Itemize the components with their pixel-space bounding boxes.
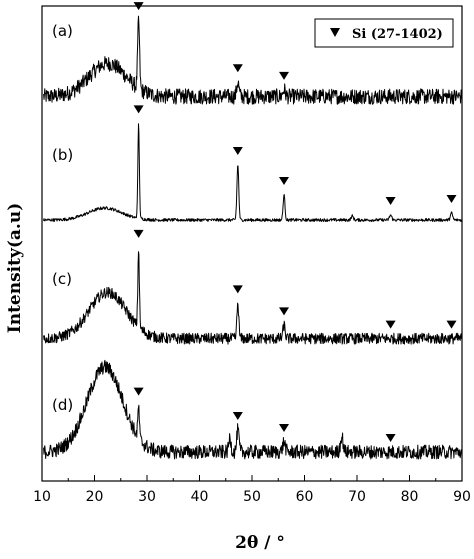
- si-marker-3-2: [232, 285, 243, 294]
- panel-label-2: (b): [52, 146, 73, 164]
- si-marker-1-2: [232, 64, 243, 73]
- x-tick-label-50: 50: [243, 489, 261, 505]
- si-marker-2-4: [385, 197, 396, 205]
- x-axis-title: 2θ / °: [235, 533, 285, 553]
- si-marker-1-3: [279, 71, 289, 80]
- panel-labels-group: (a) (b) (c) (d): [52, 22, 73, 414]
- legend: Si (27-1402): [314, 18, 454, 48]
- si-marker-2-3: [279, 177, 289, 185]
- trace-1: [43, 15, 462, 105]
- si-marker-1-1: [133, 2, 144, 11]
- x-ticks-group: 10 20 30 40 50 60 70 80 90: [33, 475, 471, 505]
- markers-group: [133, 2, 457, 442]
- x-tick-label-10: 10: [33, 489, 51, 505]
- panel-label-4: (d): [52, 396, 73, 414]
- x-tick-label-20: 20: [86, 489, 104, 505]
- trace-4: [43, 359, 462, 460]
- si-marker-4-3: [279, 424, 289, 432]
- si-marker-4-1: [133, 387, 144, 396]
- si-marker-4-2: [232, 412, 243, 420]
- si-marker-2-1: [133, 105, 144, 114]
- legend-label: Si (27-1402): [352, 27, 443, 42]
- legend-box: [314, 18, 454, 48]
- si-marker-3-3: [279, 307, 289, 316]
- si-marker-2-5: [446, 195, 457, 203]
- x-tick-label-80: 80: [401, 489, 419, 505]
- trace-3: [43, 251, 462, 345]
- si-marker-3-1: [133, 229, 144, 238]
- si-marker-2-2: [232, 147, 243, 155]
- si-marker-4-4: [385, 434, 396, 442]
- x-tick-label-60: 60: [296, 489, 314, 505]
- legend-marker: [330, 28, 340, 37]
- trace-2: [43, 123, 462, 222]
- x-tick-label-70: 70: [348, 489, 366, 505]
- si-marker-3-4: [385, 320, 396, 329]
- panel-label-3: (c): [52, 270, 72, 288]
- si-marker-3-5: [446, 320, 457, 329]
- x-tick-label-40: 40: [191, 489, 209, 505]
- x-tick-label-30: 30: [138, 489, 156, 505]
- y-axis-title: Intensity(a.u): [5, 203, 25, 333]
- traces-group: [43, 15, 462, 460]
- plot-frame: [41, 5, 463, 482]
- x-tick-label-90: 90: [453, 489, 471, 505]
- panel-label-1: (a): [52, 22, 73, 40]
